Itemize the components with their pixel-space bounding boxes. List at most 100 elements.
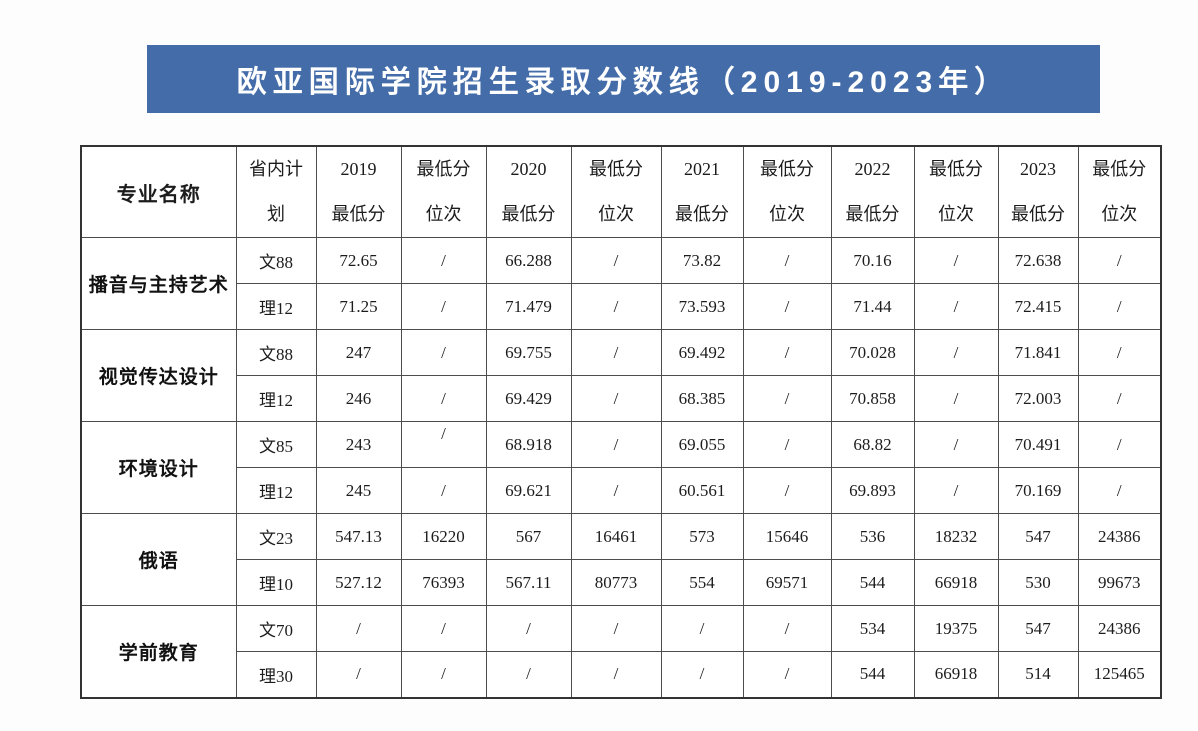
plan-cell: 文23 [235,513,317,560]
col-header-year-2: 2020 最低分 [485,145,572,238]
major-cell: 播音与主持艺术 [80,237,237,330]
score-cell: / [315,605,402,652]
col-header-year-6: 2022 最低分 [830,145,915,238]
score-cell: 15646 [742,513,832,560]
score-cell: / [742,421,832,468]
score-cell: / [570,283,662,330]
score-cell: 72.415 [997,283,1079,330]
score-cell: 514 [997,651,1079,698]
header-line: 最低分 [1011,204,1065,224]
score-cell: / [570,329,662,376]
score-cell: 71.841 [997,329,1079,376]
score-cell: 544 [830,651,915,698]
header-line: 位次 [598,204,634,224]
header-line: 最低分 [675,204,729,224]
score-cell: 24386 [1077,605,1162,652]
score-cell: / [400,375,487,422]
score-cell: 69.055 [660,421,744,468]
header-line: 位次 [938,204,974,224]
score-cell: 544 [830,559,915,606]
score-cell: 70.16 [830,237,915,284]
page-title: 欧亚国际学院招生录取分数线（2019-2023年） [236,66,1011,99]
table-row: 理30// / / //544 66918 514 125465 [81,651,1162,698]
title-banner: 欧亚国际学院招生录取分数线（2019-2023年） [147,45,1100,113]
score-cell: 247 [315,329,402,376]
table-row: 俄语 文23 547.13 16220 567 16461 573 15646 536 18232… [80,513,1162,606]
score-cell: 73.593 [660,283,744,330]
col-header-year-5: 最低分 位次 [742,145,832,238]
score-cell: 527.12 [315,559,402,606]
score-cell: 69.492 [660,329,744,376]
score-cell: 68.82 [830,421,915,468]
score-cell: 246 [315,375,402,422]
score-cell: / [913,329,999,376]
score-cell: 70.169 [997,467,1079,514]
score-cell: 530 [997,559,1079,606]
score-cell: / [742,651,832,698]
col-header-year-4: 2021 最低分 [660,145,744,238]
major-cell: 俄语 [80,513,237,606]
score-cell: / [742,329,832,376]
score-cell: 69.893 [830,467,915,514]
score-cell: 547 [997,513,1079,560]
score-cell: / [570,651,662,698]
score-cell: / [1077,283,1162,330]
table-body: 播音与主持艺术 文88 72.65/66.288/73.82/70.16/72.63… [80,237,1162,698]
score-cell: / [570,237,662,284]
plan-cell: 理12 [235,283,317,330]
col-header-plan: 省内计划 [235,145,317,238]
score-cell: 71.25 [315,283,402,330]
header-line: 最低分 [929,159,983,179]
table-row: 理12 71.25/71.479/73.593/71.44/72.415/ [81,283,1162,330]
score-cell: 554 [660,559,744,606]
score-cell: / [1077,237,1162,284]
score-cell: 68.918 [485,421,572,468]
plan-cell: 文88 [235,237,317,284]
header-line: 最低分 [845,204,900,224]
score-cell: 18232 [913,513,999,560]
score-cell: 16220 [400,513,487,560]
header-line: 最低分 [760,159,814,179]
score-cell: / [570,605,662,652]
header-line: 2019 [340,159,377,179]
score-cell: 16461 [570,513,662,560]
score-cell: / [485,651,572,698]
plan-cell: 理12 [235,375,317,422]
plan-cell: 理30 [235,651,317,698]
score-cell: 66918 [913,559,999,606]
scores-table: 专业名称 省内计划 2019 最低分 最低分 位次 2020 最低分 最低分 位次 2021 最低分最… [80,145,1162,699]
score-cell: 70.491 [997,421,1079,468]
score-cell: / [570,375,662,422]
header-line: 最低分 [416,159,471,179]
score-cell: 99673 [1077,559,1162,606]
score-cell: / [742,467,832,514]
score-cell: / [742,237,832,284]
table-row: 理12 245/69.621/60.561/69.893/70.169/ [81,467,1162,514]
header-row: 专业名称 省内计划 2019 最低分 最低分 位次 2020 最低分 最低分 位次 2021 最低分最… [80,145,1162,238]
score-cell: / [570,467,662,514]
header-line: 最低分 [1092,159,1147,179]
col-header-year-7: 最低分 位次 [913,145,999,238]
plan-cell: 理12 [235,467,317,514]
score-cell: 72.638 [997,237,1079,284]
col-header-major: 专业名称 [80,145,237,238]
score-cell: 567.11 [485,559,572,606]
col-header-year-3: 最低分 位次 [570,145,662,238]
score-cell: 72.65 [315,237,402,284]
score-cell: / [1077,421,1162,468]
score-cell: 68.385 [660,375,744,422]
header-line: 位次 [425,204,462,224]
score-cell: 567 [485,513,572,560]
score-cell: / [913,421,999,468]
col-header-year-0: 2019 最低分 [315,145,402,238]
score-cell: / [1077,375,1162,422]
score-cell: 536 [830,513,915,560]
score-cell: 547 [997,605,1079,652]
score-cell: / [913,283,999,330]
header-line: 最低分 [589,159,643,179]
header-line: 位次 [769,204,805,224]
header-line: 2022 [854,159,891,179]
header-line: 划 [267,204,285,224]
score-cell: / [400,651,487,698]
